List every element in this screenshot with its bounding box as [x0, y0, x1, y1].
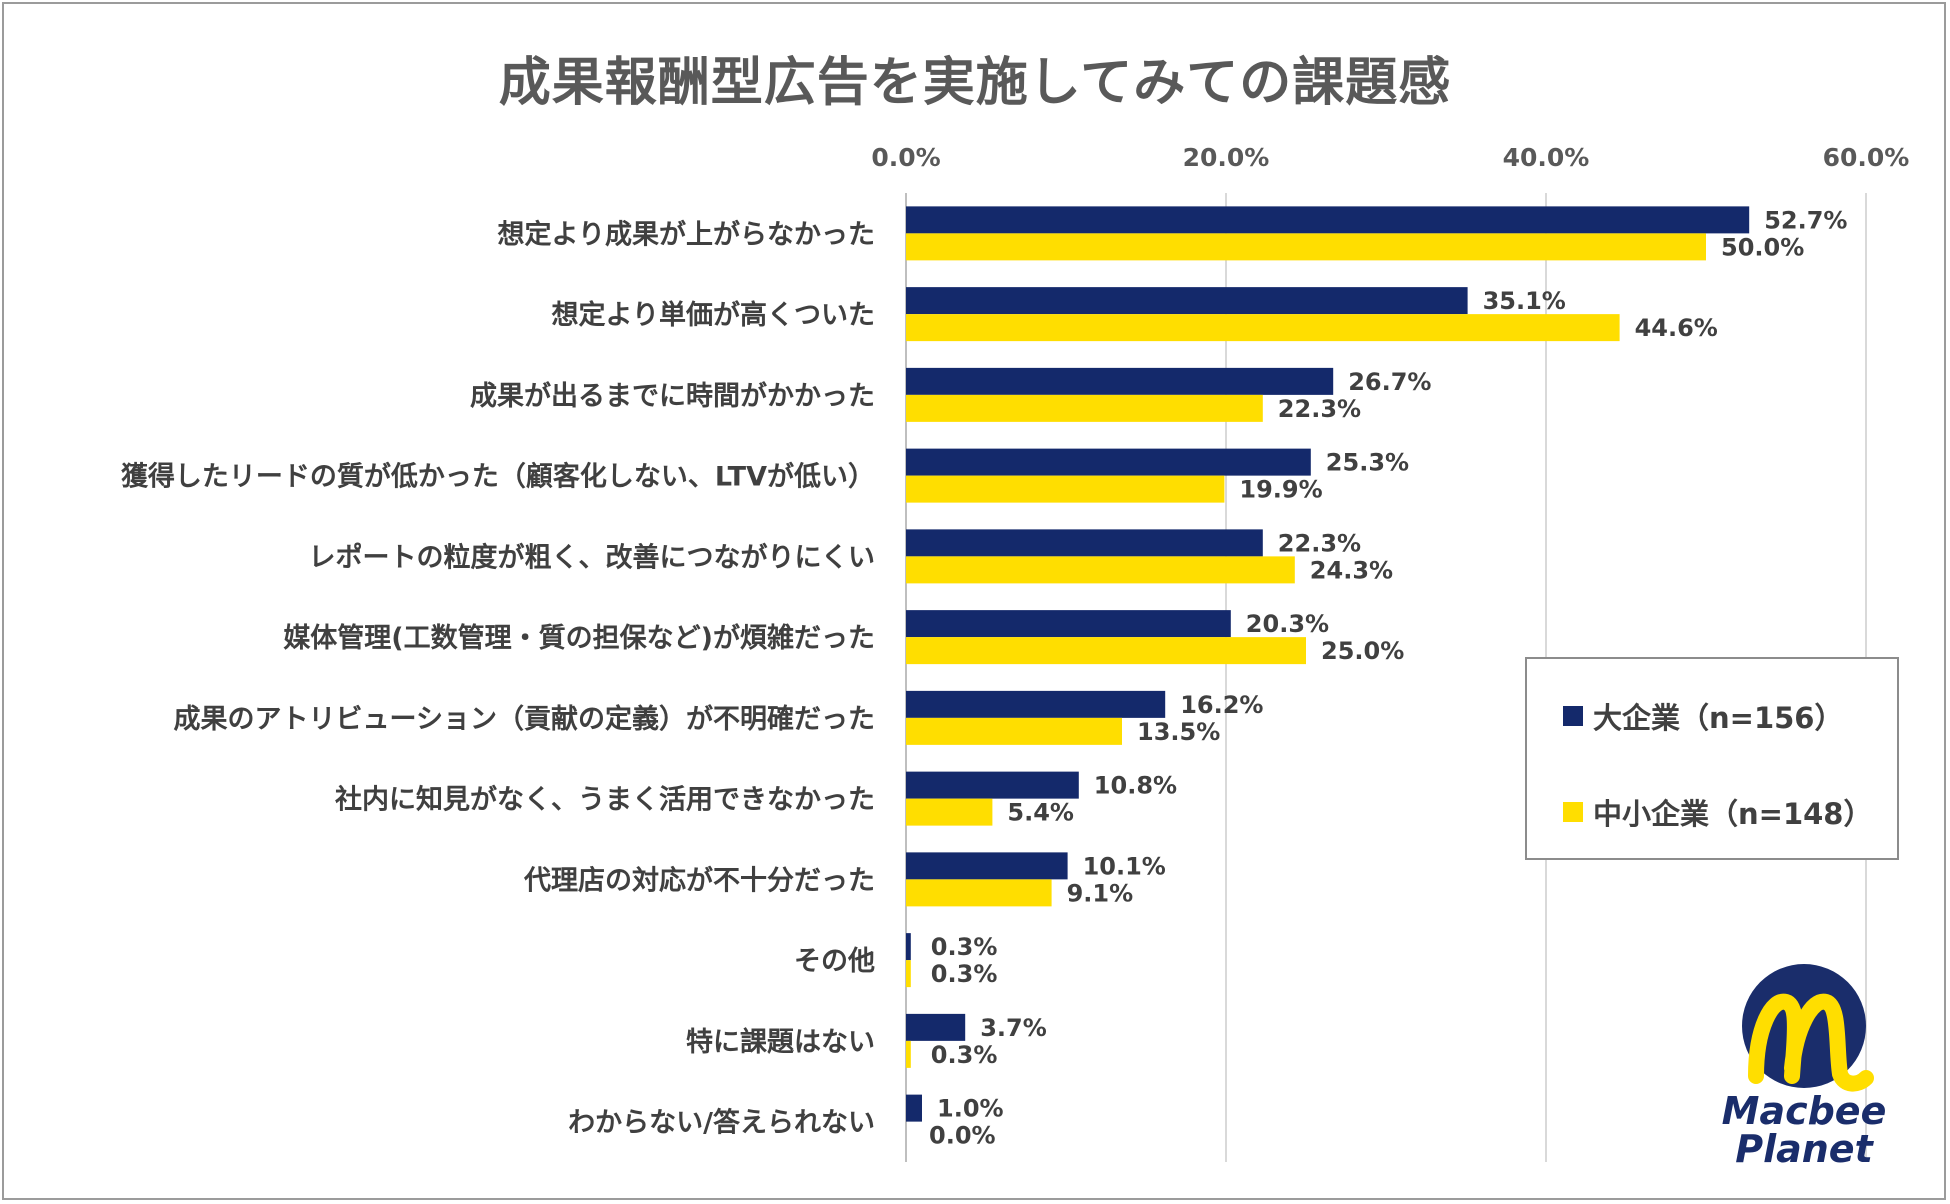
x-tick-label: 60.0%	[1823, 143, 1910, 172]
x-tick-label: 40.0%	[1503, 143, 1590, 172]
bar-large	[906, 610, 1231, 638]
bars	[906, 206, 1750, 1122]
value-label-small: 44.6%	[1635, 314, 1718, 342]
category-label: 代理店の対応が不十分だった	[523, 864, 875, 896]
legend-swatch-large	[1563, 706, 1583, 726]
x-tick-label: 20.0%	[1183, 143, 1270, 172]
value-label-large: 22.3%	[1278, 529, 1361, 557]
bar-large	[906, 1013, 966, 1041]
value-label-large: 10.1%	[1083, 852, 1166, 880]
bar-large	[906, 287, 1468, 315]
value-label-large: 35.1%	[1483, 287, 1566, 315]
value-label-large: 3.7%	[980, 1014, 1047, 1042]
bar-small	[906, 637, 1306, 665]
legend-label-small: 中小企業（n=148）	[1593, 797, 1873, 831]
category-label: 獲得したリードの質が低かった（顧客化しない、LTVが低い）	[121, 461, 875, 493]
x-tick-label: 0.0%	[871, 143, 940, 172]
value-label-large: 26.7%	[1348, 368, 1431, 396]
value-label-small: 25.0%	[1321, 637, 1404, 665]
value-label-small: 24.3%	[1310, 556, 1393, 584]
bar-large	[906, 1094, 922, 1122]
macbee-planet-logo: Macbee Planet	[1722, 964, 1887, 1168]
category-label: 成果のアトリビューション（貢献の定義）が不明確だった	[174, 703, 875, 735]
bar-large	[906, 933, 911, 961]
legend: 大企業（n=156） 中小企業（n=148）	[1525, 657, 1899, 860]
value-label-large: 16.2%	[1180, 691, 1263, 719]
value-label-large: 10.8%	[1094, 772, 1177, 800]
bar-large	[906, 771, 1079, 799]
value-label-small: 13.5%	[1137, 718, 1220, 746]
category-label: 特に課題はない	[686, 1026, 875, 1058]
value-label-large: 20.3%	[1246, 610, 1329, 638]
bar-large	[906, 690, 1166, 718]
value-label-small: 5.4%	[1007, 799, 1074, 827]
bar-small	[906, 556, 1295, 584]
category-label: わからない/答えられない	[568, 1107, 875, 1139]
value-label-small: 0.3%	[931, 960, 998, 988]
bar-small	[906, 798, 993, 826]
legend-item-large: 大企業（n=156）	[1563, 695, 1843, 737]
logo-text-line1: Macbee	[1722, 1089, 1887, 1133]
logo-text-line2: Planet	[1735, 1127, 1874, 1168]
bar-small	[906, 233, 1706, 261]
value-label-large: 1.0%	[937, 1095, 1004, 1123]
category-label: その他	[794, 946, 875, 977]
bar-large	[906, 448, 1311, 476]
bar-small	[906, 717, 1122, 745]
legend-label-large: 大企業（n=156）	[1593, 701, 1844, 735]
value-label-small: 0.0%	[929, 1122, 996, 1150]
value-label-large: 52.7%	[1764, 206, 1847, 234]
bar-small	[906, 960, 911, 988]
chart-title: 成果報酬型広告を実施してみての課題感	[498, 53, 1452, 113]
category-label: レポートの粒度が粗く、改善につながりにくい	[309, 541, 875, 573]
bar-large	[906, 367, 1334, 395]
category-label: 想定より単価が高くついた	[552, 299, 875, 331]
value-label-large: 25.3%	[1326, 449, 1409, 477]
x-axis-ticks: 0.0% 20.0% 40.0% 60.0%	[871, 143, 1909, 172]
bar-large	[906, 206, 1750, 234]
value-labels: 52.7%50.0%35.1%44.6%26.7%22.3%25.3%19.9%…	[929, 206, 1847, 1149]
bar-small	[906, 475, 1225, 503]
value-label-small: 50.0%	[1721, 233, 1804, 261]
category-label: 成果が出るまでに時間がかかった	[470, 380, 875, 412]
logo-m-mark	[1748, 993, 1874, 1092]
category-labels: 想定より成果が上がらなかった想定より単価が高くついた成果が出るまでに時間がかかっ…	[121, 218, 875, 1138]
value-label-large: 0.3%	[931, 933, 998, 961]
bar-small	[906, 1040, 911, 1068]
value-label-small: 9.1%	[1067, 879, 1134, 907]
bar-small	[906, 394, 1263, 422]
bar-large	[906, 852, 1068, 880]
category-label: 社内に知見がなく、うまく活用できなかった	[335, 784, 875, 816]
bar-large	[906, 529, 1263, 557]
legend-swatch-small	[1563, 802, 1583, 822]
legend-item-small: 中小企業（n=148）	[1563, 791, 1872, 833]
category-label: 媒体管理(工数管理・質の担保など)が煩雑だった	[283, 622, 875, 654]
value-label-small: 19.9%	[1239, 476, 1322, 504]
bar-small	[906, 314, 1620, 342]
category-label: 想定より成果が上がらなかった	[498, 218, 875, 250]
bar-small	[906, 879, 1052, 907]
value-label-small: 0.3%	[931, 1041, 998, 1069]
value-label-small: 22.3%	[1278, 395, 1361, 423]
